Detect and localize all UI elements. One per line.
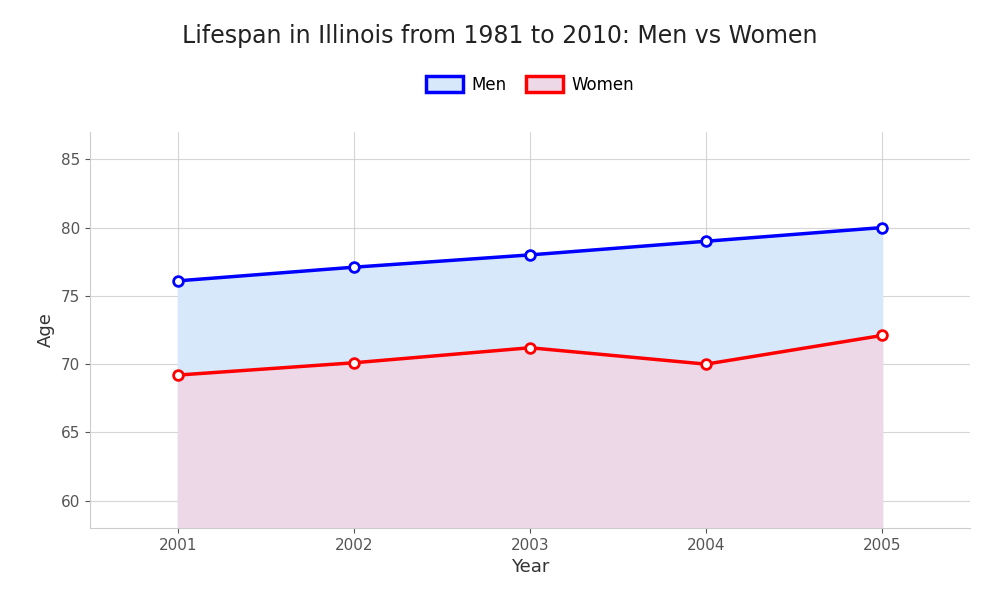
X-axis label: Year: Year	[511, 558, 549, 576]
Text: Lifespan in Illinois from 1981 to 2010: Men vs Women: Lifespan in Illinois from 1981 to 2010: …	[182, 24, 818, 48]
Y-axis label: Age: Age	[37, 313, 55, 347]
Legend: Men, Women: Men, Women	[419, 69, 641, 100]
